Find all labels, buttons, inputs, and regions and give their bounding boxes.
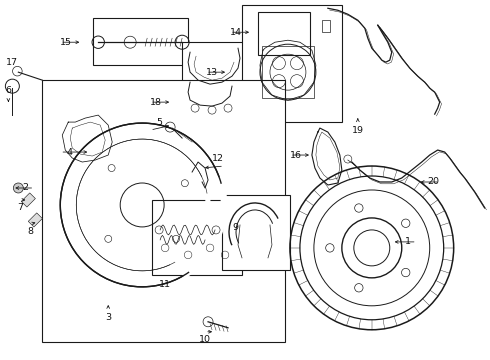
Text: 11: 11 xyxy=(159,280,171,289)
Bar xyxy=(242,5,342,122)
Text: 7: 7 xyxy=(17,203,24,212)
Bar xyxy=(93,18,188,65)
Text: 14: 14 xyxy=(230,28,242,37)
Bar xyxy=(21,193,35,207)
Text: 13: 13 xyxy=(206,68,218,77)
Text: 16: 16 xyxy=(290,150,302,159)
Text: 20: 20 xyxy=(428,177,440,186)
Text: 15: 15 xyxy=(60,38,72,47)
Bar xyxy=(28,213,42,227)
Circle shape xyxy=(13,183,24,193)
Text: 9: 9 xyxy=(232,224,238,233)
Bar xyxy=(182,42,255,112)
Bar xyxy=(262,46,314,98)
Text: 6: 6 xyxy=(5,86,11,95)
Text: 12: 12 xyxy=(212,153,224,162)
Text: 8: 8 xyxy=(27,228,33,237)
Bar xyxy=(42,80,285,342)
Text: 17: 17 xyxy=(6,58,18,67)
Text: 18: 18 xyxy=(150,98,162,107)
Bar xyxy=(322,20,330,32)
Text: 5: 5 xyxy=(156,118,162,127)
Bar xyxy=(222,195,290,270)
Text: 4: 4 xyxy=(66,148,72,157)
Text: 19: 19 xyxy=(352,126,364,135)
Text: 2: 2 xyxy=(23,184,28,193)
Bar xyxy=(152,200,242,275)
Text: 1: 1 xyxy=(405,237,411,246)
Bar xyxy=(258,12,310,55)
Text: 10: 10 xyxy=(199,335,211,344)
Text: 3: 3 xyxy=(105,313,111,322)
